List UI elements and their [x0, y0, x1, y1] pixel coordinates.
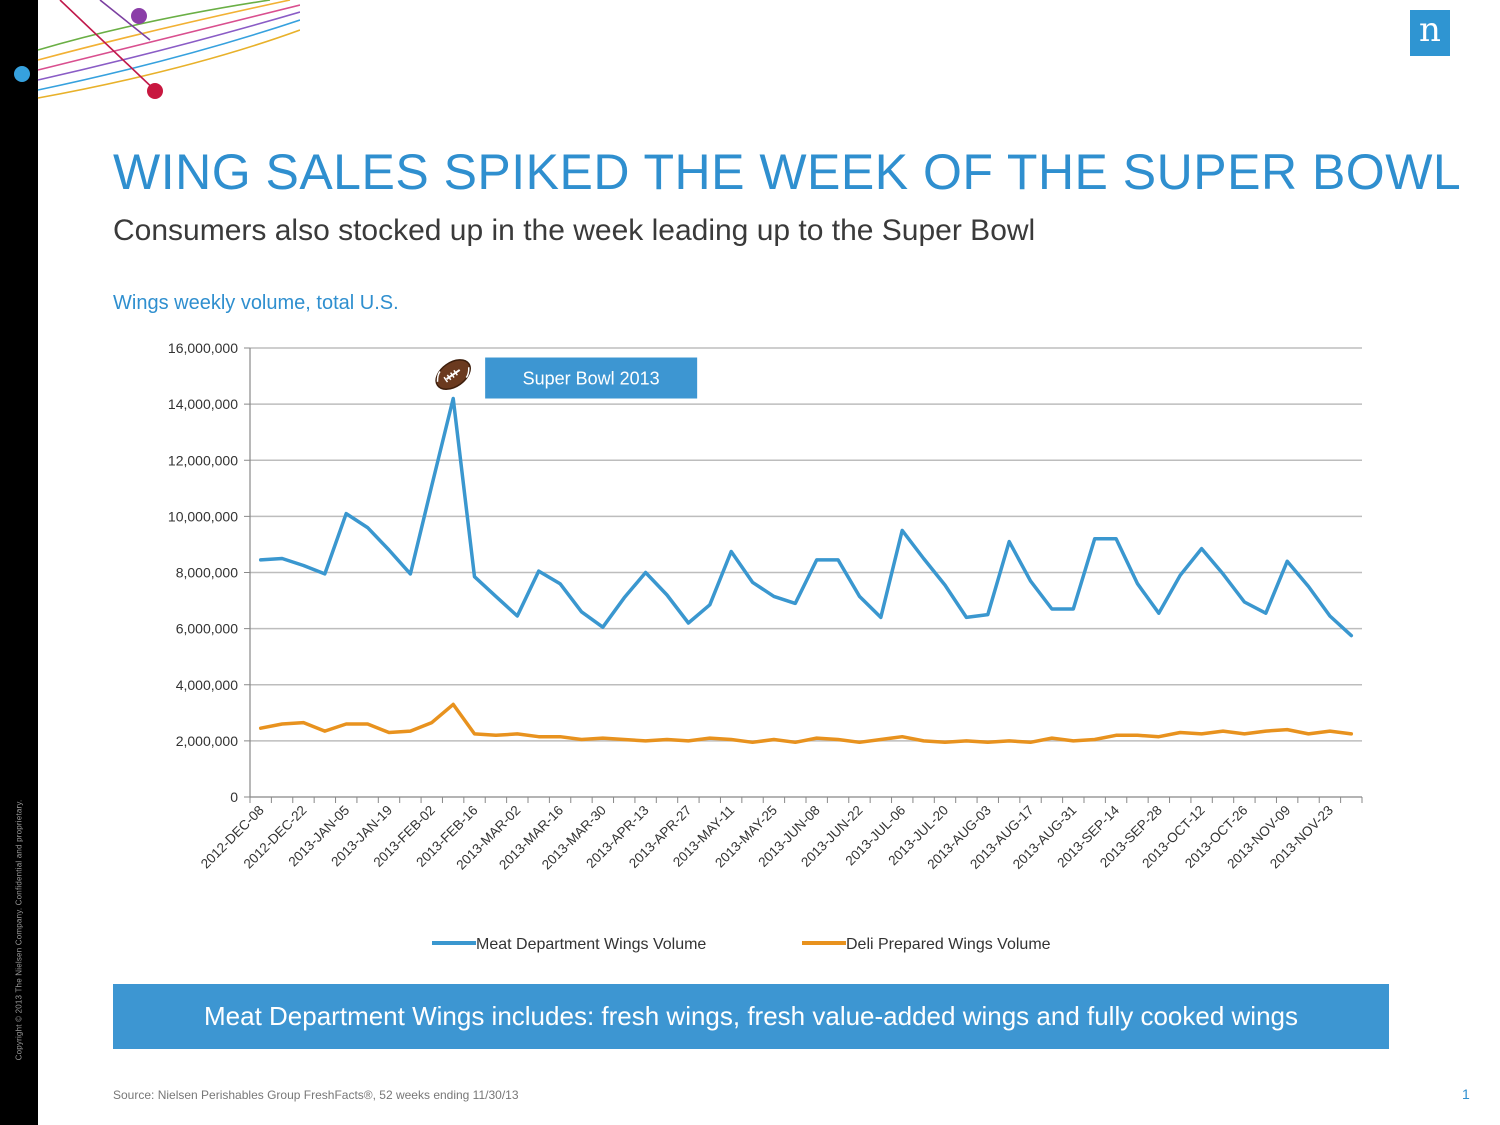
slide-subtitle: Consumers also stocked up in the week le… [113, 214, 1036, 247]
chart-legend: Meat Department Wings Volume Deli Prepare… [432, 936, 1051, 953]
annotation-box [485, 357, 698, 399]
y-tick-label: 14,000,000 [168, 396, 238, 412]
decorative-arcs [14, 0, 300, 99]
page-number: 1 [1462, 1086, 1470, 1102]
x-axis: 2012-DEC-082012-DEC-222013-JAN-052013-JA… [198, 348, 1363, 873]
football-stripe [465, 367, 470, 379]
y-tick-label: 12,000,000 [168, 452, 238, 468]
y-tick-label: 8,000,000 [176, 565, 238, 581]
football-stitch [449, 372, 455, 378]
football-stitch [453, 369, 458, 376]
chart-annotation: Super Bowl 2013 [435, 357, 698, 399]
y-tick-label: 6,000,000 [176, 621, 238, 637]
y-tick-label: 4,000,000 [176, 677, 238, 693]
y-tick-label: 2,000,000 [176, 733, 238, 749]
y-tick-label: 16,000,000 [168, 340, 238, 356]
decor-dot-blue [14, 66, 30, 82]
y-axis-ticks: 0 2,000,000 4,000,000 6,000,000 8,000,000 10,… [168, 340, 250, 805]
y-tick-label: 10,000,000 [168, 508, 238, 524]
chart-series [258, 396, 1354, 745]
decor-dot-red [147, 83, 163, 99]
source-note: Source: Nielsen Perishables Group FreshF… [113, 1088, 519, 1102]
legend-label: Deli Prepared Wings Volume [846, 936, 1051, 953]
left-sidebar-bar: Copyright © 2013 The Nielsen Company. Co… [0, 0, 38, 1125]
nielsen-logo: n [1410, 10, 1450, 56]
football-stitch [443, 376, 449, 383]
football-stripe [436, 370, 441, 382]
annotation-label: Super Bowl 2013 [523, 369, 660, 389]
football-icon [435, 359, 471, 390]
legend-label: Meat Department Wings Volume [476, 936, 706, 953]
definition-banner: Meat Department Wings includes: fresh wi… [113, 984, 1389, 1049]
y-tick-label: 0 [230, 789, 238, 805]
slide-title: WING SALES SPIKED THE WEEK OF THE SUPER … [113, 144, 1462, 200]
chart-label: Wings weekly volume, total U.S. [113, 292, 399, 314]
line-chart: 0 2,000,000 4,000,000 6,000,000 8,000,000 10,… [168, 340, 1363, 953]
series-line-deli [258, 702, 1354, 745]
decor-dot-purple [131, 8, 147, 24]
series-line-meat [258, 396, 1354, 638]
football-stitch [446, 374, 452, 381]
